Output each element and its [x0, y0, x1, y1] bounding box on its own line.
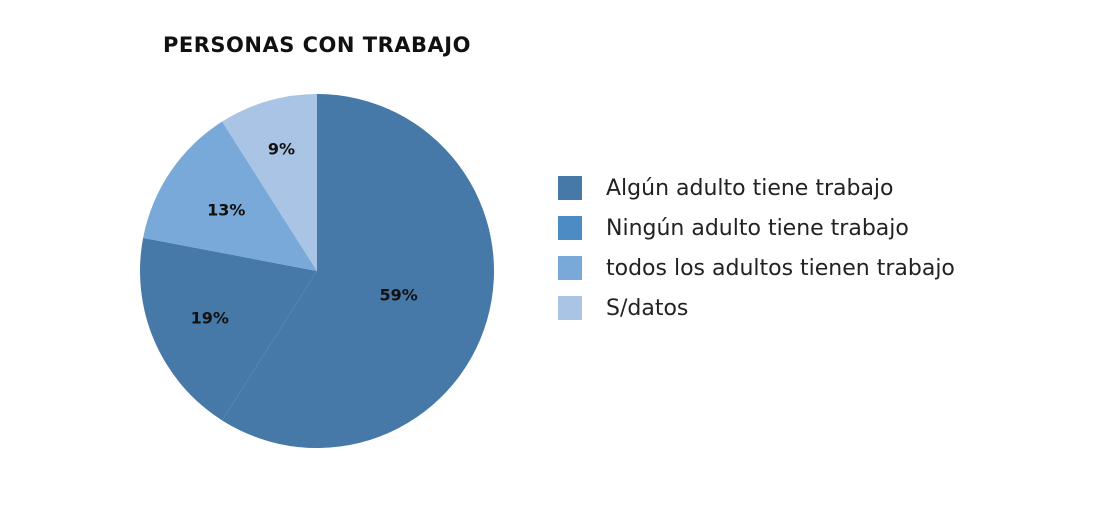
legend-swatch [558, 176, 582, 200]
legend: Algún adulto tiene trabajo Ningún adulto … [558, 168, 955, 328]
legend-item-3: todos los adultos tienen trabajo [558, 248, 955, 288]
chart-title: PERSONAS CON TRABAJO [163, 33, 471, 57]
legend-item-2: Ningún adulto tiene trabajo [558, 208, 955, 248]
legend-swatch [558, 216, 582, 240]
legend-label: todos los adultos tienen trabajo [606, 255, 955, 281]
pie-slice-3 [143, 121, 317, 271]
pie-slice-label-1: 59% [379, 286, 417, 305]
legend-label: Algún adulto tiene trabajo [606, 175, 894, 201]
legend-label: S/datos [606, 295, 689, 321]
pie-slice-label-2: 19% [191, 308, 229, 327]
pie-slice-label-4: 9% [268, 140, 295, 159]
legend-item-4: S/datos [558, 288, 955, 328]
legend-label: Ningún adulto tiene trabajo [606, 215, 909, 241]
pie-slice-1 [222, 94, 494, 448]
legend-item-1: Algún adulto tiene trabajo [558, 168, 955, 208]
legend-swatch [558, 256, 582, 280]
legend-swatch [558, 296, 582, 320]
pie-slice-label-3: 13% [207, 200, 245, 219]
pie-slice-2 [140, 237, 317, 421]
pie-slice-4 [222, 94, 317, 271]
